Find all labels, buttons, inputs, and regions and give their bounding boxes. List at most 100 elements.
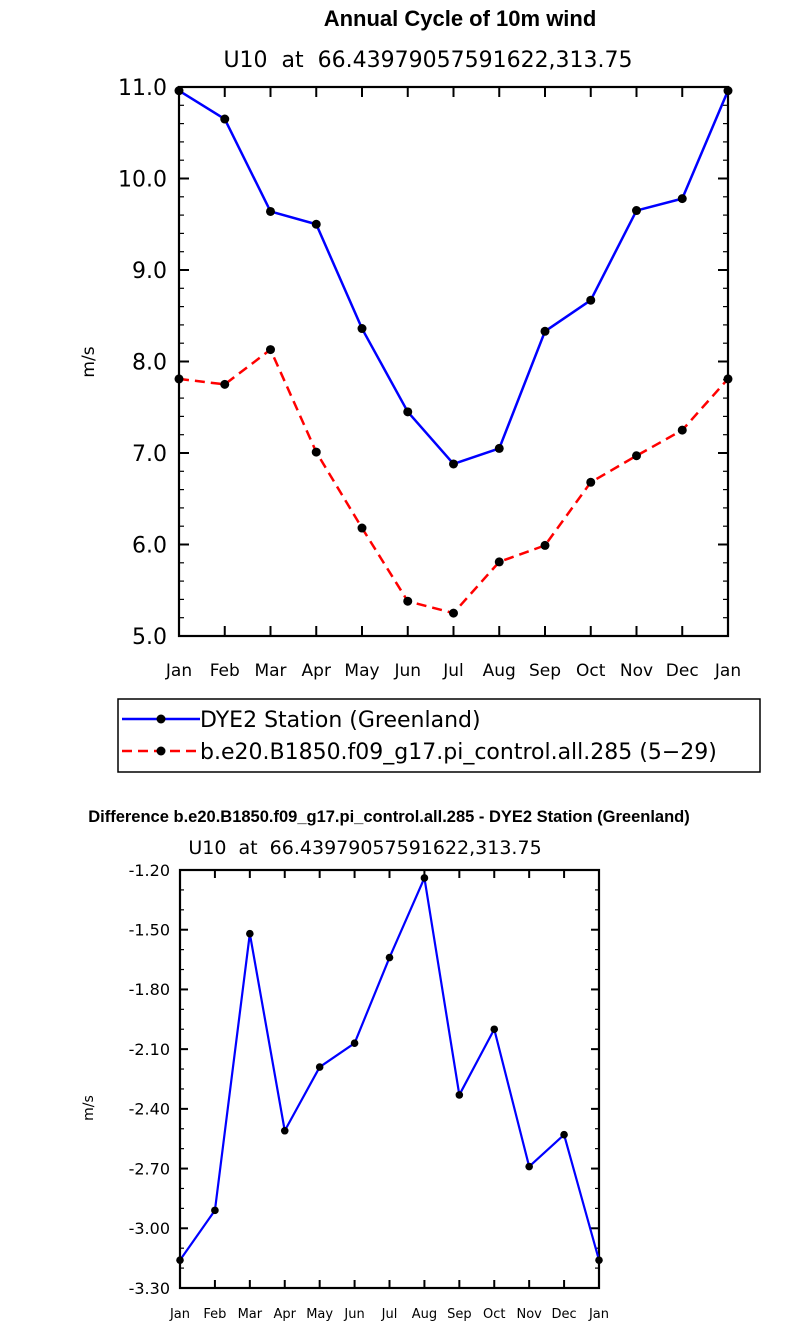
y-tick-label: -3.00 [129, 1219, 170, 1238]
data-point [490, 1025, 499, 1034]
series-line-1 [179, 876, 601, 1261]
data-point [525, 1162, 533, 1171]
y-tick-label: -1.20 [129, 861, 170, 880]
x-tick-label: Feb [203, 1307, 226, 1322]
y-tick-label: -1.80 [129, 980, 170, 999]
data-point [280, 1126, 289, 1135]
data-point [560, 1130, 568, 1139]
x-tick-label: Aug [483, 661, 516, 681]
data-point [385, 953, 394, 962]
chart1-title: Annual Cycle of 10m wind [324, 6, 597, 31]
data-point [357, 523, 367, 533]
chart1-series [174, 86, 733, 618]
x-tick-label: Jul [381, 1307, 398, 1322]
data-point [449, 608, 458, 618]
y-tick-label: -1.50 [129, 920, 170, 939]
chart2-plot-frame [178, 868, 601, 1290]
data-point [632, 206, 641, 216]
data-point [220, 379, 230, 389]
data-point [266, 206, 275, 216]
data-point [211, 1206, 219, 1215]
y-tick-label: 6.0 [132, 533, 167, 558]
legend-box [117, 698, 761, 773]
data-point [350, 1039, 359, 1047]
data-point [586, 477, 596, 487]
chart2-y-axis-label: m/s [81, 1095, 97, 1121]
y-tick-label: -2.70 [129, 1159, 170, 1178]
y-tick-label: 8.0 [132, 350, 167, 375]
x-tick-label: Aug [412, 1307, 437, 1322]
data-point [246, 929, 254, 938]
y-tick-label: 9.0 [132, 259, 167, 284]
data-point [266, 345, 275, 355]
x-tick-label: Sep [447, 1307, 472, 1322]
y-tick-label: 10.0 [118, 167, 167, 192]
chart2-series [176, 874, 603, 1264]
data-point [677, 194, 687, 204]
data-point [494, 443, 504, 453]
data-point [595, 1256, 603, 1264]
data-point [420, 874, 429, 882]
x-tick-label: May [306, 1307, 333, 1322]
data-point [311, 219, 321, 229]
data-point [455, 1091, 464, 1099]
data-point [540, 326, 550, 336]
data-point [174, 86, 184, 96]
data-point [449, 459, 458, 469]
x-tick-label: Dec [666, 661, 699, 681]
data-point [494, 557, 504, 567]
chart2-subtitle: U10 at 66.43979057591622,313.75 [188, 837, 541, 859]
data-point [403, 596, 413, 606]
data-point [632, 451, 641, 461]
x-tick-label: Jan [169, 1307, 190, 1322]
legend-marker-station [156, 714, 166, 724]
x-tick-label: Jun [343, 1307, 364, 1322]
data-point [403, 407, 413, 417]
data-point [723, 374, 733, 384]
chart2-title: Difference b.e20.B1850.f09_g17.pi_contro… [88, 808, 690, 826]
x-tick-label: Sep [529, 661, 561, 681]
x-tick-label: Feb [210, 661, 240, 681]
chart1-axes: 5.0 6.0 7.0 8.0 9.0 10.0 11.0 Jan Feb Mar Apr May Ju… [118, 76, 741, 681]
legend-marker-model [156, 746, 166, 756]
x-tick-label: Jan [165, 661, 192, 681]
x-tick-label: Nov [620, 661, 653, 681]
data-point [586, 295, 596, 305]
x-tick-label: Mar [254, 661, 286, 681]
x-tick-label: Oct [576, 661, 606, 681]
data-point [176, 1256, 184, 1264]
legend-label-station: DYE2 Station (Greenland) [200, 708, 481, 733]
data-point [315, 1063, 324, 1071]
y-tick-label: 11.0 [118, 76, 167, 101]
data-point [220, 114, 230, 124]
x-tick-label: Jun [393, 661, 421, 681]
x-tick-label: May [344, 661, 379, 681]
data-point [311, 447, 321, 457]
y-tick-label: -2.10 [129, 1040, 170, 1059]
data-point [677, 425, 687, 435]
x-tick-label: Jul [442, 661, 464, 681]
x-tick-label: Mar [238, 1307, 263, 1322]
x-tick-label: Dec [552, 1307, 577, 1322]
chart1-y-axis-label: m/s [79, 346, 99, 377]
x-tick-label: Jan [588, 1307, 609, 1322]
data-point [540, 540, 550, 550]
chart1-subtitle: U10 at 66.43979057591622,313.75 [223, 48, 632, 73]
chart1-plot-frame [177, 85, 730, 638]
x-tick-label: Apr [274, 1307, 297, 1322]
legend: DYE2 Station (Greenland) b.e20.B1850.f09… [117, 698, 761, 773]
y-tick-label: -3.30 [129, 1279, 170, 1298]
data-point [723, 86, 733, 96]
series-line-1 [178, 89, 730, 466]
x-tick-label: Nov [516, 1307, 542, 1322]
y-tick-label: 7.0 [132, 442, 167, 467]
data-point [357, 324, 367, 334]
series-line-2 [178, 348, 729, 615]
x-tick-label: Oct [483, 1307, 505, 1322]
y-tick-label: -2.40 [129, 1100, 170, 1119]
x-tick-label: Jan [714, 661, 741, 681]
chart2-axes: -3.30 -3.00 -2.70 -2.40 -2.10 -1.80 -1.50 -1.20… [129, 861, 609, 1322]
y-tick-label: 5.0 [132, 625, 167, 650]
legend-label-model: b.e20.B1850.f09_g17.pi_control.all.285 (… [200, 740, 717, 765]
